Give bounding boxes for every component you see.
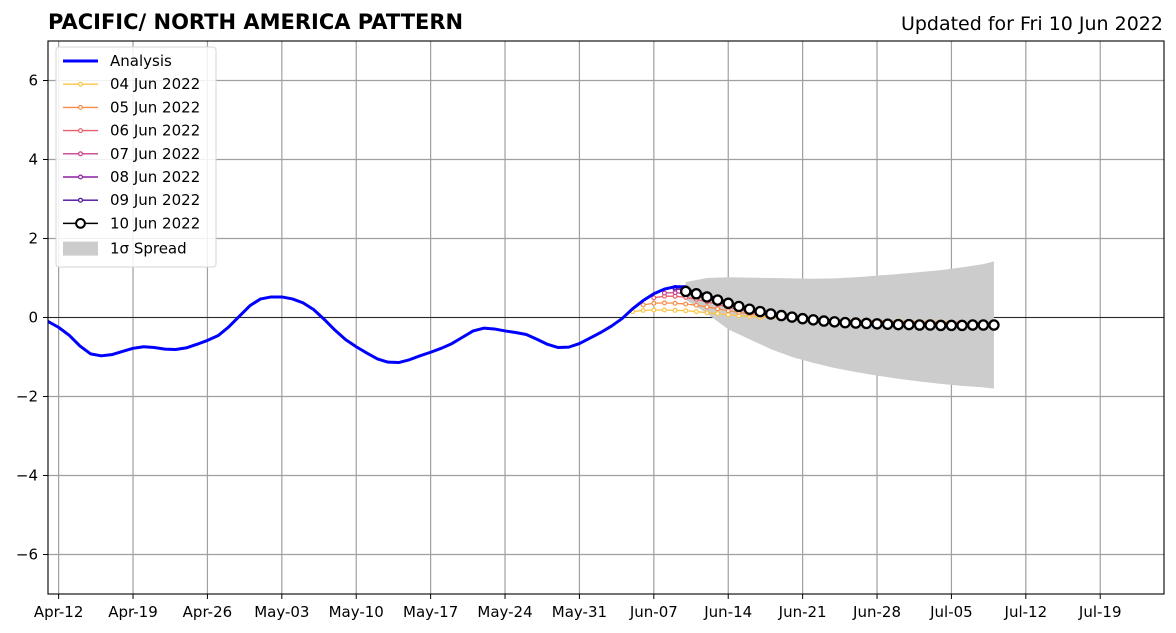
plot-area: Apr-12 Apr-19 Apr-26 May-03 May-10 May-17 May-… — [16, 40, 1165, 621]
latest-forecast-point — [775, 309, 788, 322]
latest-forecast-point — [764, 308, 777, 320]
latest-forecast-point — [722, 297, 734, 310]
forecast-point — [683, 301, 689, 307]
y-tick-label: 6 — [28, 72, 38, 90]
forecast-point — [651, 300, 657, 306]
latest-forecast-point — [786, 311, 798, 323]
legend-label: 05 Jun 2022 — [110, 98, 200, 116]
forecast-point — [725, 312, 731, 318]
latest-forecast-point — [871, 318, 883, 330]
x-tick-label: Jun-14 — [703, 603, 752, 621]
legend-swatch-marker — [77, 151, 83, 157]
forecast-point — [640, 302, 646, 308]
latest-forecast-point — [956, 319, 968, 332]
forecast-point — [693, 302, 699, 308]
legend-box — [55, 46, 217, 268]
x-tick-label: Jun-28 — [852, 603, 901, 621]
x-tick-label: Apr-12 — [34, 603, 84, 621]
chart-subtitle: Updated for Fri 10 Jun 2022 — [901, 13, 1163, 35]
x-tick-label: May-10 — [329, 603, 384, 621]
chart-title: PACIFIC/ NORTH AMERICA PATTERN — [48, 10, 463, 34]
latest-forecast-point — [988, 319, 1000, 331]
forecast-point — [715, 306, 721, 312]
latest-forecast-point — [850, 317, 862, 329]
x-tick-label: Apr-26 — [183, 603, 233, 621]
latest-forecast-point — [977, 319, 990, 331]
x-tick-label: Jun-07 — [629, 603, 678, 621]
legend-swatch-marker — [77, 104, 83, 110]
latest-forecast-point — [892, 318, 905, 331]
x-tick-label: May-03 — [254, 603, 309, 621]
x-tick-label: Jun-21 — [778, 603, 827, 621]
forecast-point — [661, 300, 667, 306]
forecast-point — [651, 295, 657, 301]
y-tick-label: −2 — [16, 388, 38, 406]
forecast-point — [640, 307, 646, 313]
x-tick-label: May-24 — [477, 603, 532, 621]
latest-forecast-point — [754, 305, 766, 318]
legend-label: Analysis — [110, 52, 172, 70]
legend-swatch-marker — [75, 218, 86, 229]
latest-forecast-point — [796, 312, 809, 325]
forecast-point — [715, 311, 721, 317]
y-tick-label: −6 — [16, 546, 38, 564]
legend-swatch-marker — [77, 81, 83, 87]
forecast-point — [683, 308, 689, 314]
legend-label: 10 Jun 2022 — [110, 214, 200, 232]
legend-swatch-marker — [77, 174, 83, 180]
forecast-point — [651, 307, 657, 313]
legend-swatch-marker — [77, 197, 83, 203]
latest-forecast-point — [945, 319, 958, 332]
x-tick-label: Apr-19 — [108, 603, 158, 621]
latest-forecast-point — [807, 314, 820, 326]
forecast-point — [661, 290, 667, 296]
latest-forecast-point — [860, 317, 873, 330]
latest-forecast-point — [828, 316, 841, 328]
latest-forecast-point — [690, 288, 703, 300]
y-tick-label: 2 — [28, 230, 38, 248]
legend-swatch-spread — [63, 241, 98, 256]
legend-label-spread: 1σ Spread — [110, 240, 187, 258]
data-layer — [48, 261, 1000, 389]
x-tick-label: Jul-05 — [929, 603, 973, 621]
forecast-point — [693, 309, 699, 315]
legend-label: 06 Jun 2022 — [110, 122, 200, 140]
legend-label: 07 Jun 2022 — [110, 145, 200, 163]
latest-forecast-point — [913, 319, 926, 331]
forecast-point — [704, 304, 710, 310]
legend-label: 08 Jun 2022 — [110, 168, 200, 186]
legend: Analysis 04 Jun 2022 05 Jun 2022 06 Jun 202… — [55, 46, 217, 268]
x-tick-label: May-17 — [403, 603, 458, 621]
latest-forecast-point — [733, 300, 745, 313]
latest-forecast-point — [711, 294, 724, 306]
latest-forecast-point — [924, 319, 936, 331]
latest-forecast-point — [903, 318, 915, 331]
latest-forecast-point — [935, 319, 947, 332]
latest-forecast-point — [839, 316, 851, 329]
forecast-point — [672, 307, 678, 313]
latest-forecast-point — [701, 291, 713, 303]
forecast-point — [672, 300, 678, 306]
y-tick-label: 0 — [28, 309, 38, 327]
latest-forecast-point — [818, 315, 830, 327]
analysis-line — [48, 285, 688, 365]
latest-forecast-point — [743, 303, 756, 315]
forecast-point — [704, 310, 710, 316]
legend-swatch-marker — [77, 128, 83, 134]
forecast-point — [661, 307, 667, 313]
spread-band — [685, 261, 994, 389]
legend-label: 04 Jun 2022 — [110, 75, 200, 93]
x-tick-label: Jul-19 — [1078, 603, 1122, 621]
y-tick-label: −4 — [16, 467, 38, 485]
latest-forecast-point — [966, 319, 979, 331]
x-tick-label: Jul-12 — [1004, 603, 1048, 621]
latest-forecast-point — [881, 318, 894, 330]
latest-forecast-point — [679, 285, 692, 298]
x-tick-label: May-31 — [552, 603, 607, 621]
legend-label: 09 Jun 2022 — [110, 191, 200, 209]
y-tick-label: 4 — [28, 151, 38, 169]
